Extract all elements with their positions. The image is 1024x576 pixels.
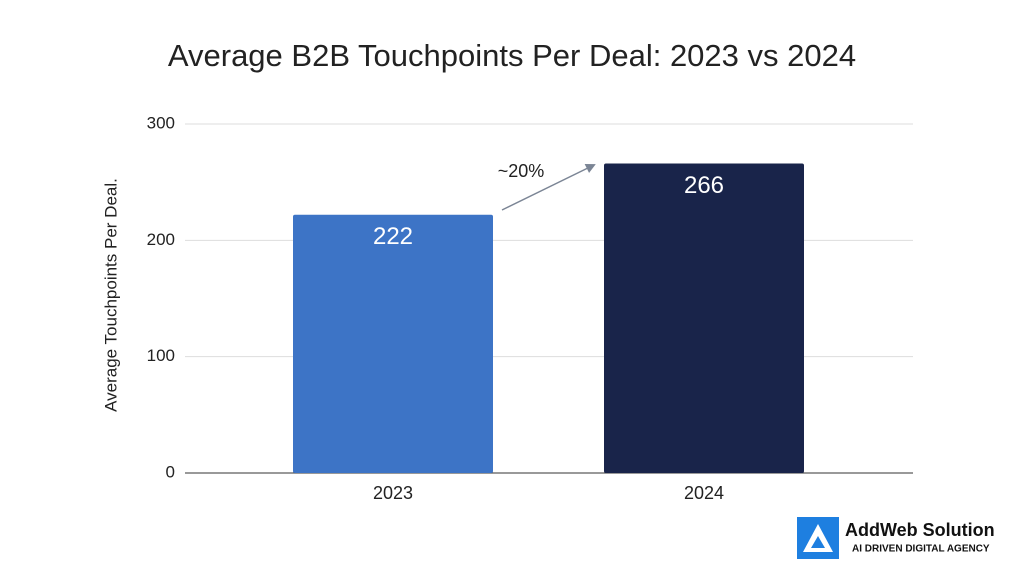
logo-tagline: AI DRIVEN DIGITAL AGENCY xyxy=(852,544,990,555)
value-label: 222 xyxy=(373,223,413,250)
annotation-arrow xyxy=(501,164,596,211)
annotation: ~20% xyxy=(498,161,545,181)
value-label: 266 xyxy=(684,172,724,199)
y-tick-label: 200 xyxy=(147,230,175,249)
y-tick-label: 300 xyxy=(147,113,175,132)
bar xyxy=(604,163,804,473)
y-axis-label: Average Touchpoints Per Deal. xyxy=(101,178,120,412)
chart-title: Average B2B Touchpoints Per Deal: 2023 v… xyxy=(168,38,856,73)
y-tick-label: 0 xyxy=(166,462,175,481)
bar xyxy=(293,214,493,474)
logo-icon xyxy=(797,517,839,559)
logo-name: AddWeb Solution xyxy=(845,520,995,540)
logo: AddWeb Solution AI DRIVEN DIGITAL AGENCY xyxy=(797,517,995,559)
y-tick-label: 100 xyxy=(147,346,175,365)
logo-mark xyxy=(803,524,833,552)
x-tick-label: 2024 xyxy=(684,483,724,503)
x-tick-label: 2023 xyxy=(373,483,413,503)
